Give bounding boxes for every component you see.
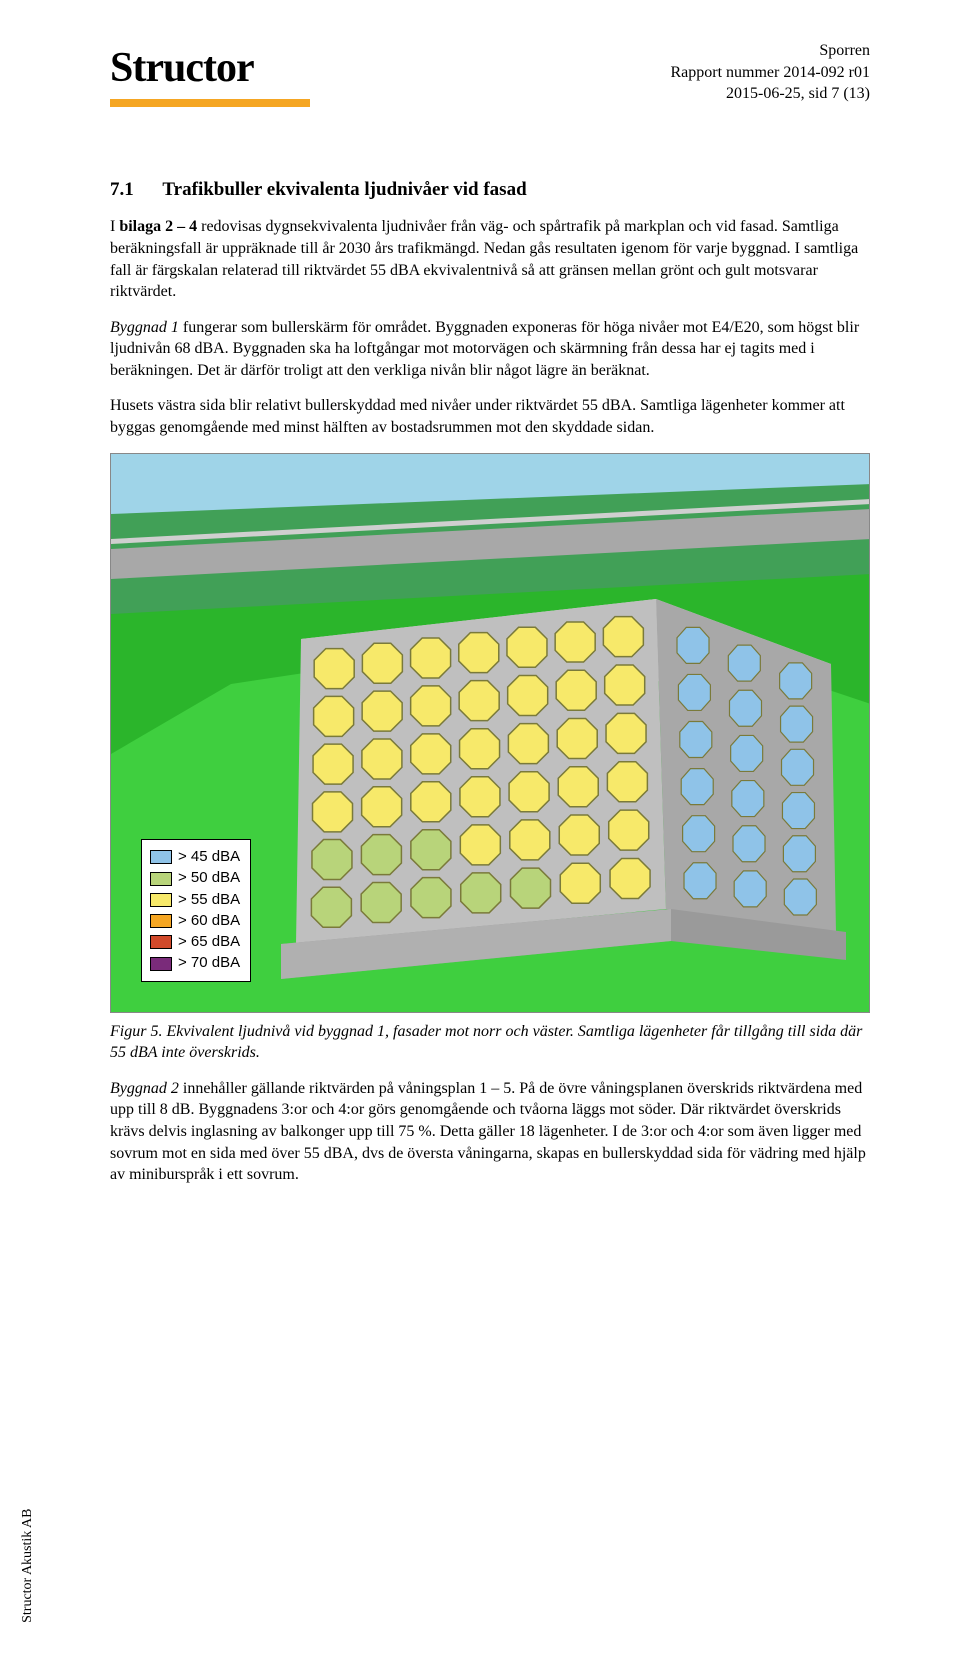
date-page: 2015-06-25, sid 7 (13) — [670, 83, 870, 105]
paragraph-3: Husets västra sida blir relativt bullers… — [110, 395, 870, 438]
byggnad-1-label: Byggnad 1 — [110, 319, 179, 336]
legend-label: > 65 dBA — [178, 932, 240, 952]
figure-5-caption: Figur 5. Ekvivalent ljudnivå vid byggnad… — [110, 1021, 870, 1064]
page-header: Structor Sporren Rapport nummer 2014-092… — [110, 40, 870, 107]
legend-label: > 70 dBA — [178, 953, 240, 973]
section-number: 7.1 — [110, 177, 158, 203]
legend-row: > 70 dBA — [150, 953, 240, 973]
legend-label: > 60 dBA — [178, 911, 240, 931]
legend-row: > 65 dBA — [150, 932, 240, 952]
logo: Structor — [110, 40, 310, 107]
legend-swatch — [150, 893, 172, 907]
legend-swatch — [150, 914, 172, 928]
logo-underline — [110, 99, 310, 107]
legend-row: > 45 dBA — [150, 847, 240, 867]
section-title: Trafikbuller ekvivalenta ljudnivåer vid … — [162, 179, 526, 200]
legend-row: > 55 dBA — [150, 890, 240, 910]
byggnad-2-label: Byggnad 2 — [110, 1080, 179, 1097]
paragraph-4: Byggnad 2 innehåller gällande riktvärden… — [110, 1078, 870, 1186]
noise-legend: > 45 dBA> 50 dBA> 55 dBA> 60 dBA> 65 dBA… — [141, 839, 251, 982]
header-meta: Sporren Rapport nummer 2014-092 r01 2015… — [670, 40, 870, 105]
legend-label: > 50 dBA — [178, 868, 240, 888]
paragraph-2: Byggnad 1 fungerar som bullerskärm för o… — [110, 317, 870, 382]
legend-label: > 45 dBA — [178, 847, 240, 867]
section-heading: 7.1 Trafikbuller ekvivalenta ljudnivåer … — [110, 177, 870, 203]
report-number: Rapport nummer 2014-092 r01 — [670, 62, 870, 84]
legend-swatch — [150, 872, 172, 886]
figure-5: > 45 dBA> 50 dBA> 55 dBA> 60 dBA> 65 dBA… — [110, 453, 870, 1013]
company-side-label: Structor Akustik AB — [19, 1509, 38, 1623]
project-name: Sporren — [670, 40, 870, 62]
bilaga-ref: bilaga 2 – 4 — [119, 218, 197, 235]
legend-row: > 60 dBA — [150, 911, 240, 931]
legend-label: > 55 dBA — [178, 890, 240, 910]
legend-swatch — [150, 935, 172, 949]
legend-swatch — [150, 850, 172, 864]
paragraph-1: I bilaga 2 – 4 redovisas dygnsekvivalent… — [110, 216, 870, 302]
legend-row: > 50 dBA — [150, 868, 240, 888]
logo-text: Structor — [110, 40, 310, 97]
legend-swatch — [150, 957, 172, 971]
